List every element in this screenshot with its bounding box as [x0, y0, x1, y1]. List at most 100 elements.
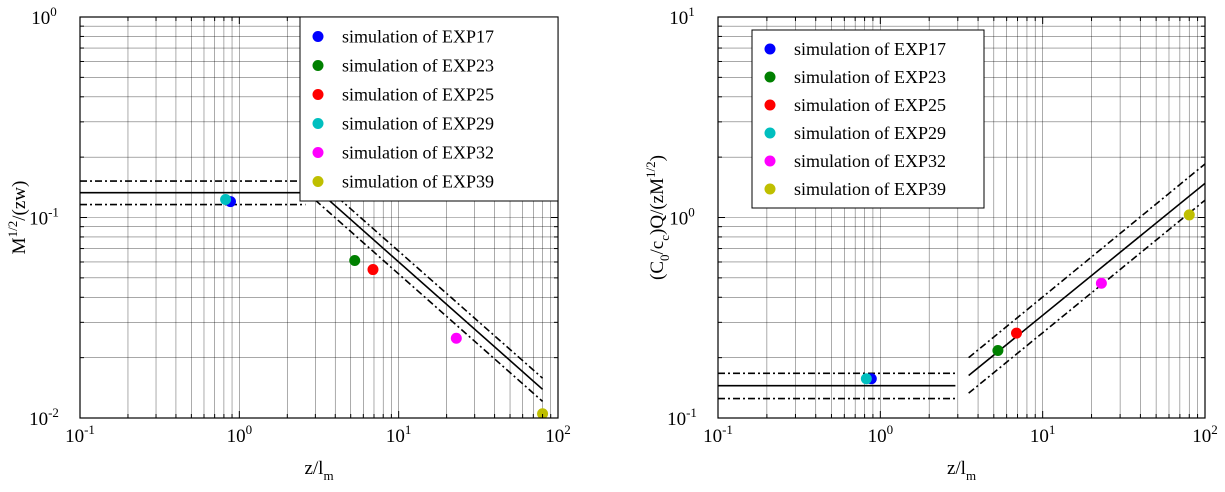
y-axis-label: (C0/cc)Q/(zM1/2)	[643, 155, 672, 280]
data-point	[992, 345, 1004, 357]
tick-exponent: 2	[564, 422, 571, 437]
y-label-part: /c	[647, 241, 668, 255]
legend-label: simulation of EXP25	[794, 95, 946, 115]
bound-line	[314, 177, 544, 379]
y-label-superscript: 1/2	[643, 161, 658, 178]
data-point	[860, 373, 872, 385]
x-tick-label: 100	[868, 422, 894, 447]
tick-base: 10	[386, 426, 405, 447]
x-tick-label: 10-1	[703, 422, 733, 447]
tick-base: 10	[227, 426, 246, 447]
legend-label: simulation of EXP23	[794, 67, 946, 87]
legend-marker	[312, 147, 324, 158]
y-axis-label: M1/2/(zw)	[5, 181, 30, 255]
y-tick-label: 100	[31, 4, 57, 29]
legend-box	[751, 29, 985, 209]
legend-marker	[312, 31, 324, 42]
data-point	[450, 332, 462, 344]
x-label-base: z/l	[304, 458, 323, 479]
tick-exponent: -2	[48, 405, 59, 420]
tick-base: 10	[65, 426, 84, 447]
x-tick-label: 102	[1192, 422, 1218, 447]
tick-exponent: 0	[688, 205, 695, 220]
legend-label: simulation of EXP29	[342, 114, 494, 134]
reference-lines	[718, 163, 1205, 400]
y-label-part: )Q/(zM	[647, 178, 668, 235]
legend: simulation of EXP17 simulation of EXP23 si…	[299, 16, 559, 202]
y-label-base: M	[9, 237, 30, 254]
tick-exponent: 0	[887, 422, 894, 437]
y-label-tail: /(zw)	[9, 181, 30, 221]
tick-base: 10	[31, 8, 50, 29]
data-points	[220, 193, 549, 418]
data-point	[349, 255, 361, 267]
tick-base: 10	[1030, 426, 1049, 447]
legend-label: simulation of EXP25	[342, 85, 494, 105]
x-label-subscript: m	[966, 468, 976, 483]
y-label-part: (C	[647, 261, 668, 280]
x-tick-label: 100	[227, 422, 252, 447]
y-label-subscript: c	[657, 235, 672, 241]
tick-exponent: 0	[246, 422, 253, 437]
tick-base: 10	[669, 209, 688, 230]
legend-box	[299, 16, 559, 202]
left-chart: 10-1 100 101 10210-210-1100z/lmM1/2/(zw)sim…	[5, 4, 571, 483]
legend-marker	[764, 183, 776, 195]
y-tick-label: 10-2	[29, 405, 59, 430]
x-axis-label: z/lm	[304, 458, 333, 483]
legend-label: simulation of EXP39	[794, 179, 946, 199]
tick-base: 10	[545, 426, 564, 447]
tick-exponent: 1	[405, 422, 412, 437]
legend-marker	[764, 127, 776, 139]
data-points	[860, 209, 1195, 385]
x-tick-label: 101	[1030, 422, 1056, 447]
x-axis-label: z/lm	[947, 458, 976, 483]
tick-base: 10	[1192, 426, 1211, 447]
legend-marker	[764, 43, 776, 55]
legend-marker	[764, 155, 776, 167]
bound-line	[968, 163, 1205, 359]
tick-marks	[717, 16, 1206, 419]
tick-base: 10	[703, 426, 722, 447]
tick-base: 10	[29, 409, 48, 430]
tick-exponent: 1	[688, 4, 695, 19]
legend-marker	[764, 99, 776, 111]
y-tick-label: 100	[669, 205, 695, 230]
tick-exponent: 1	[1049, 422, 1056, 437]
y-label-part: )	[647, 155, 668, 161]
legend-marker	[312, 89, 324, 100]
bound-line	[968, 199, 1205, 394]
legend-marker	[312, 176, 324, 187]
tick-base: 10	[29, 209, 48, 230]
legend: simulation of EXP17 simulation of EXP23 si…	[751, 29, 985, 209]
tick-exponent: 2	[1211, 422, 1218, 437]
legend-label: simulation of EXP17	[342, 27, 494, 47]
y-label-subscript: 0	[657, 254, 672, 261]
y-tick-label: 101	[669, 4, 695, 29]
legend-marker	[312, 60, 324, 71]
tick-exponent: -1	[686, 405, 697, 420]
tick-base: 10	[868, 426, 887, 447]
tick-exponent: -1	[84, 422, 95, 437]
data-point	[367, 264, 379, 276]
tick-exponent: 0	[50, 4, 57, 19]
x-tick-label: 102	[545, 422, 571, 447]
legend-label: simulation of EXP32	[794, 151, 946, 171]
x-tick-label: 10-1	[65, 422, 95, 447]
data-point	[220, 193, 232, 205]
right-chart: 10-1 100 101 10210-1100101z/lm(C0/cc)Q/(zM1…	[643, 4, 1218, 483]
y-tick-label: 10-1	[29, 205, 59, 230]
bound-line	[314, 199, 544, 403]
y-tick-label: 10-1	[667, 405, 697, 430]
legend-marker	[312, 118, 324, 129]
x-tick-label: 101	[386, 422, 412, 447]
legend-label: simulation of EXP32	[342, 143, 494, 163]
legend-marker	[764, 71, 776, 83]
legend-label: simulation of EXP39	[342, 172, 494, 192]
data-point	[1183, 209, 1195, 221]
fit-line	[314, 187, 544, 390]
legend-label: simulation of EXP29	[794, 123, 946, 143]
data-point	[537, 408, 549, 418]
x-label-subscript: m	[323, 468, 333, 483]
